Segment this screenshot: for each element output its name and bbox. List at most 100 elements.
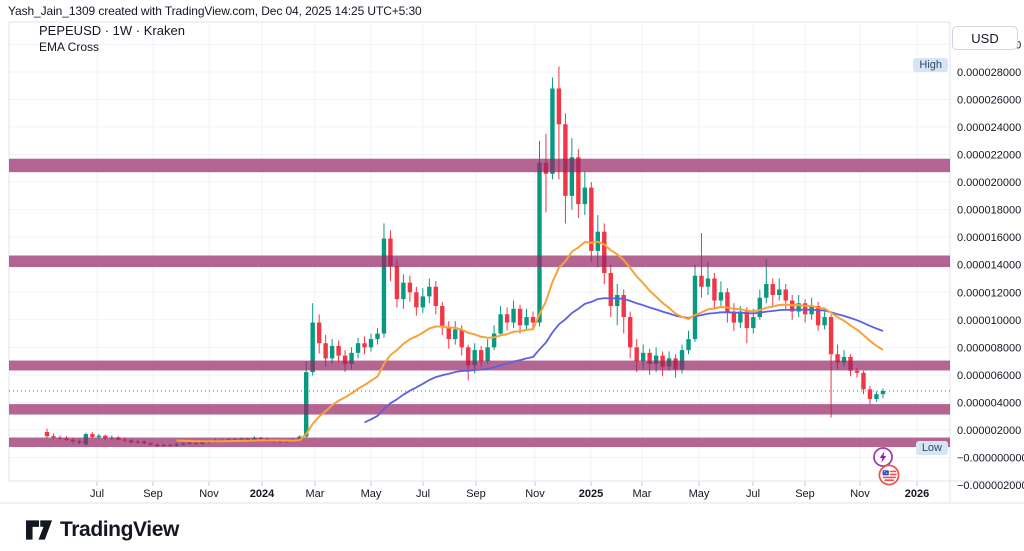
candle-body (511, 308, 516, 323)
candle-body (517, 308, 523, 326)
candle-body (854, 370, 860, 373)
candle-body (628, 317, 633, 348)
support-resistance-band[interactable] (9, 360, 950, 371)
month-label[interactable]: 2024 (250, 488, 275, 500)
candle-body (401, 282, 406, 300)
candle-body (861, 372, 866, 390)
price-axis-label[interactable]: 0.000022000 (957, 150, 1021, 162)
candle-body (556, 88, 562, 125)
usa-flag-sticker-icon[interactable] (878, 464, 900, 486)
month-label[interactable]: Sep (795, 488, 815, 500)
month-label[interactable]: Jul (416, 488, 430, 500)
candle-body (751, 317, 756, 329)
price-axis-label[interactable]: −0.000000000 (957, 453, 1024, 465)
month-label[interactable]: Sep (466, 488, 486, 500)
candle-body (731, 311, 737, 323)
candle-body (414, 292, 419, 308)
month-label[interactable]: Nov (199, 488, 219, 500)
candle-body (777, 289, 782, 296)
lightning-sticker-icon[interactable] (873, 447, 893, 467)
low-badge[interactable]: Low (915, 440, 948, 455)
month-label[interactable]: Mar (633, 488, 652, 500)
month-label[interactable]: Nov (525, 488, 545, 500)
support-resistance-band[interactable] (9, 437, 950, 448)
candle-body (712, 278, 717, 301)
candle-body (459, 329, 464, 348)
candle-body (466, 347, 471, 366)
price-axis-label[interactable]: 0.000026000 (957, 94, 1021, 106)
month-label[interactable]: Sep (143, 488, 163, 500)
price-axis-label[interactable]: 0.000016000 (957, 232, 1021, 244)
candle-body (770, 283, 775, 296)
candle-body (446, 326, 451, 340)
candle-body (802, 303, 808, 315)
tradingview-logo[interactable]: TradingView (26, 518, 179, 542)
price-axis-label[interactable]: 0.000006000 (957, 370, 1021, 382)
candle-body (329, 345, 335, 359)
month-label[interactable]: Mar (306, 488, 325, 500)
candle-body (491, 333, 497, 348)
support-resistance-band[interactable] (9, 255, 950, 268)
price-axis-label[interactable]: 0.000008000 (957, 342, 1021, 354)
price-axis-label[interactable]: 0.000020000 (957, 177, 1021, 189)
candle-body (589, 187, 594, 251)
candle-body (504, 314, 510, 323)
price-axis-label[interactable]: 0.000010000 (957, 315, 1021, 327)
candle-body (679, 350, 685, 370)
month-label[interactable]: Jul (746, 488, 760, 500)
candle-body (718, 292, 724, 301)
candle-body (602, 231, 607, 273)
price-axis-label[interactable]: −0.000002000 (957, 480, 1024, 492)
price-axis-label[interactable]: 0.000018000 (957, 205, 1021, 217)
candle-body (420, 296, 426, 308)
candle-body (744, 311, 750, 329)
price-axis-label[interactable]: 0.000028000 (957, 67, 1021, 79)
price-axis-label[interactable]: 0.000002000 (957, 425, 1021, 437)
candle-body (647, 352, 652, 364)
candle-body (51, 436, 56, 438)
candle-body (705, 278, 711, 287)
candle-body (699, 275, 704, 287)
symbol-legend[interactable]: PEPEUSD · 1W · Kraken (39, 23, 185, 38)
candle-body (96, 435, 102, 438)
chart-stickers (868, 445, 912, 489)
price-axis-label[interactable]: 0.000012000 (957, 287, 1021, 299)
support-resistance-band[interactable] (9, 158, 950, 173)
month-label[interactable]: 2026 (905, 488, 929, 500)
price-axis-label[interactable]: 0.000024000 (957, 122, 1021, 134)
ema-fast-line[interactable] (176, 240, 884, 443)
candle-body (530, 317, 536, 323)
candle-body (524, 317, 529, 326)
candle-body (537, 162, 542, 323)
candle-body (407, 282, 413, 293)
candle-body (478, 350, 484, 362)
indicator-legend[interactable]: EMA Cross (39, 40, 100, 54)
high-badge[interactable]: High (913, 58, 948, 73)
month-label[interactable]: Jul (90, 488, 104, 500)
month-label[interactable]: May (361, 488, 382, 500)
month-label[interactable]: Nov (850, 488, 870, 500)
tradingview-logo-text: TradingView (60, 518, 179, 541)
candle-body (653, 355, 659, 364)
candle-body (608, 272, 613, 307)
candle-body (576, 157, 581, 205)
price-axis-label[interactable]: 0.000014000 (957, 260, 1021, 272)
ema-slow-line[interactable] (364, 297, 884, 424)
candle-body (388, 238, 393, 267)
candle-body (498, 314, 503, 334)
month-label[interactable]: May (689, 488, 710, 500)
candle-body (796, 303, 801, 312)
candle-body (640, 352, 646, 362)
candle-body (355, 343, 361, 353)
candle-body (828, 317, 834, 355)
price-axis-label[interactable]: 0.000004000 (957, 397, 1021, 409)
candle-body (874, 394, 879, 399)
candle-body (634, 347, 639, 362)
candle-body (615, 295, 620, 307)
candle-body (822, 317, 827, 326)
currency-unit-button[interactable]: USD (952, 26, 1018, 50)
month-label[interactable]: 2025 (579, 488, 603, 500)
support-resistance-band[interactable] (9, 404, 950, 415)
tradingview-logo-mark-icon (26, 520, 52, 540)
